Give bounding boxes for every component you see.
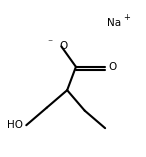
Text: O: O: [60, 41, 68, 51]
Text: Na: Na: [107, 18, 121, 28]
Text: HO: HO: [7, 120, 23, 130]
Text: ⁻: ⁻: [47, 38, 53, 49]
Text: O: O: [108, 62, 116, 72]
Text: +: +: [124, 13, 131, 22]
